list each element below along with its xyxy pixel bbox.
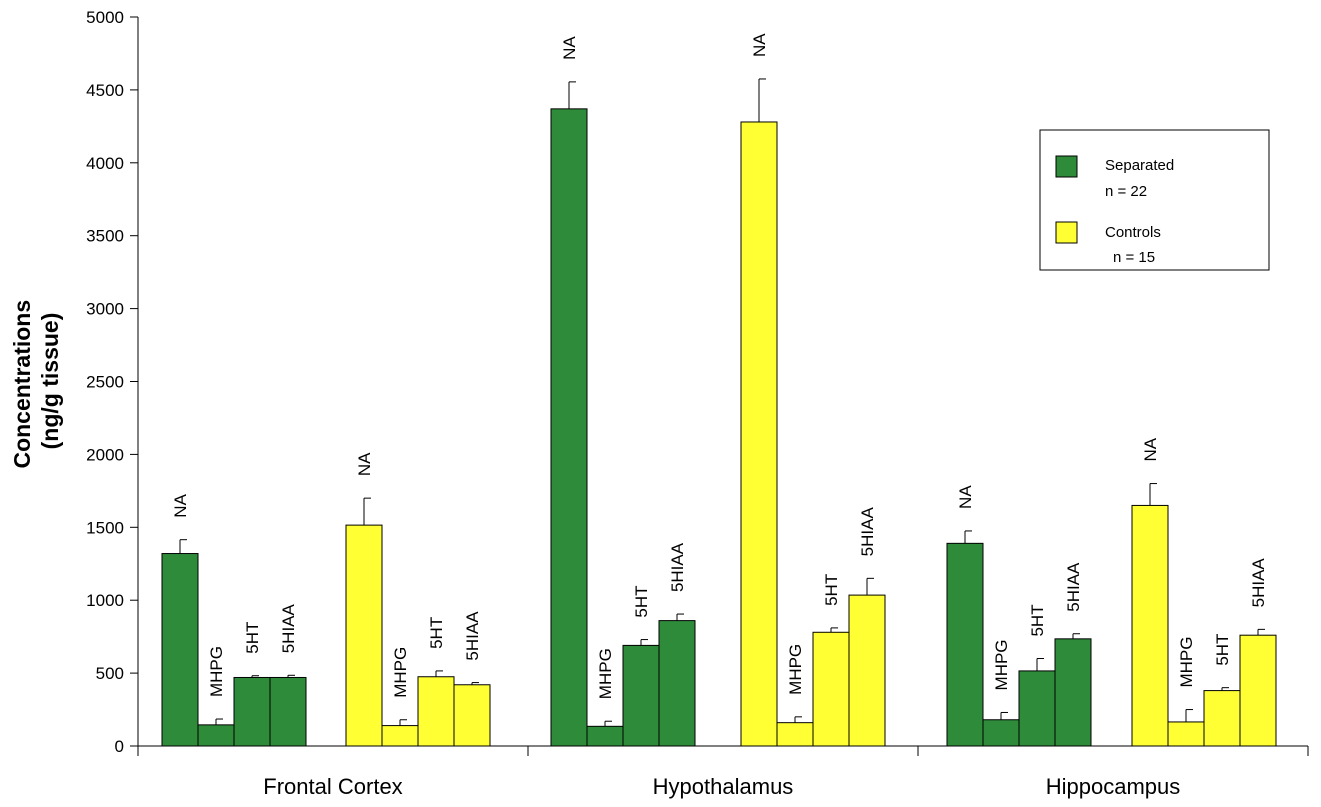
bar-controls-5ht [1203,690,1241,747]
bar-controls-na [740,121,778,747]
category-label: Frontal Cortex [263,774,402,799]
bar-controls-5hiaa [848,594,886,747]
legend-box [1039,129,1270,271]
bar-label: 5HT [427,617,446,649]
bar-label: 5HT [1028,604,1047,636]
bar-label: 5HT [1213,634,1232,666]
y-axis-title-line-1: Concentrations [9,300,35,469]
bar-label: MHPG [992,639,1011,690]
bar-label: NA [171,493,190,517]
category-label: Hypothalamus [653,774,794,799]
category-label: Hippocampus [1046,774,1181,799]
bar-label: 5HIAA [858,507,877,557]
bar-label: NA [1141,437,1160,461]
y-tick-label: 2500 [86,373,124,392]
bar-separated-5hiaa [269,676,307,747]
bar-label: 5HT [243,622,262,654]
y-tick-label: 4500 [86,81,124,100]
bar-label: 5HIAA [463,611,482,661]
bars [161,78,1277,747]
bar-separated-na [946,542,984,747]
y-axis-ticks: 0 500 1000 1500 2000 2500 3000 3500 4000 4500 5000 [86,8,138,756]
bar-controls-5ht [812,631,850,747]
bar-controls-5hiaa [453,684,491,747]
bar-separated-5ht [233,676,271,747]
bar-separated-5ht [622,644,660,747]
bar-label: NA [750,33,769,57]
bar-separated-mhpg [197,724,235,747]
bar-label: NA [956,485,975,509]
legend: Separated n = 22 Controls n = 15 [1039,129,1270,271]
y-axis-title: Concentrations (ng/g tissue) [9,293,63,468]
bar-label: MHPG [786,644,805,695]
legend-swatch-separated [1055,155,1078,178]
bar-controls-mhpg [1167,721,1205,747]
bar-separated-5hiaa [1054,638,1092,747]
category-labels: Frontal Cortex Hypothalamus Hippocampus [263,774,1180,799]
bar-separated-5hiaa [658,620,696,747]
y-axis-title-line-2: (ng/g tissue) [37,313,63,450]
y-tick-label: 500 [96,664,124,683]
bar-label: MHPG [207,646,226,697]
bar-controls-na [345,524,383,747]
legend-n-separated: n = 22 [1105,183,1147,200]
bar-label: MHPG [391,647,410,698]
bar-label: MHPG [1177,637,1196,688]
y-tick-label: 4000 [86,154,124,173]
bar-label: 5HT [822,574,841,606]
y-tick-label: 3000 [86,300,124,319]
legend-n-controls: n = 15 [1113,249,1155,266]
y-tick-label: 1000 [86,591,124,610]
legend-label-controls: Controls [1105,224,1161,241]
bar-label: 5HIAA [668,542,687,592]
bar-controls-mhpg [381,725,419,747]
bar-separated-mhpg [586,725,624,747]
bar-label: NA [560,36,579,60]
bar-separated-mhpg [982,719,1020,747]
bar-label: MHPG [596,648,615,699]
bar-separated-na [550,108,588,747]
bar-controls-5ht [417,676,455,747]
bar-controls-5hiaa [1239,634,1277,747]
bar-labels: NA MHPG 5HT 5HIAA NA MHPG 5HT 5HIAA NA MHPG 5HT 5HI… [171,33,1268,700]
y-tick-label: 2000 [86,445,124,464]
legend-swatch-controls [1055,221,1078,244]
y-tick-label: 5000 [86,8,124,27]
y-tick-label: 3500 [86,227,124,246]
bar-controls-mhpg [776,722,814,747]
bar-label: 5HIAA [1064,562,1083,612]
bar-separated-5ht [1018,670,1056,747]
y-tick-label: 1500 [86,518,124,537]
legend-label-separated: Separated [1105,157,1174,174]
bar-label: 5HIAA [279,603,298,653]
bar-label: 5HIAA [1249,558,1268,608]
bar-controls-na [1131,504,1169,747]
bar-separated-na [161,553,199,747]
bar-label: NA [355,452,374,476]
bar-label: 5HT [632,585,651,617]
y-tick-label: 0 [115,737,124,756]
